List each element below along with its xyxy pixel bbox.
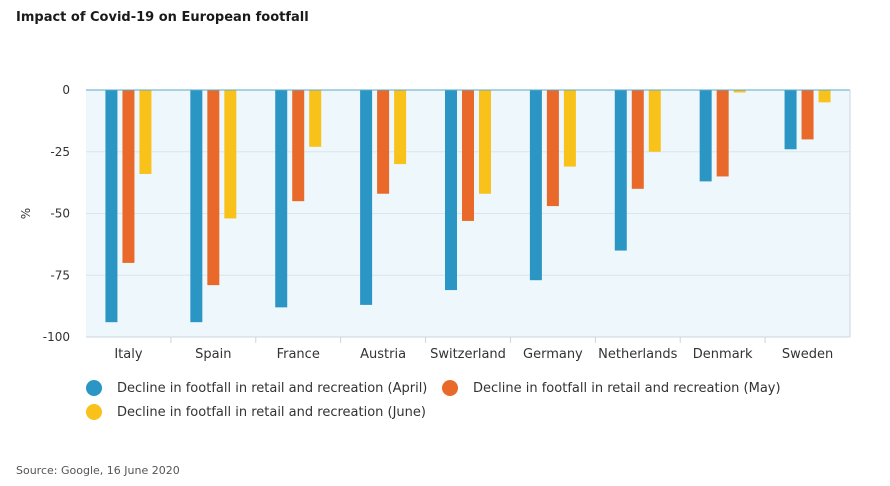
bar-sweden-may [801, 90, 814, 140]
bar-germany-april [529, 90, 542, 281]
bar-austria-june [394, 90, 407, 165]
bar-germany-june [563, 90, 576, 167]
y-tick-label: -100 [43, 330, 70, 344]
x-tick-label: Austria [360, 347, 406, 362]
x-tick-label: Germany [523, 347, 583, 362]
legend-item-april[interactable]: Decline in footfall in retail and recrea… [86, 380, 427, 396]
legend-label-june: Decline in footfall in retail and recrea… [117, 404, 426, 420]
chart-title: Impact of Covid-19 on European footfall [16, 10, 309, 25]
x-tick-label: Spain [195, 347, 231, 362]
legend-swatch-may [442, 380, 458, 396]
bar-italy-may [122, 90, 135, 263]
x-tick-label: Switzerland [430, 347, 506, 362]
bar-austria-april [360, 90, 373, 305]
bar-netherlands-may [631, 90, 644, 189]
bar-germany-may [546, 90, 559, 207]
legend-item-may[interactable]: Decline in footfall in retail and recrea… [442, 380, 781, 396]
bar-italy-april [105, 90, 118, 323]
legend-swatch-june [86, 404, 102, 420]
y-tick-label: -25 [50, 145, 70, 159]
bar-switzerland-june [479, 90, 491, 194]
bar-denmark-june [733, 90, 746, 93]
bar-netherlands-april [614, 90, 627, 251]
bar-denmark-april [699, 90, 712, 182]
bar-switzerland-may [462, 90, 474, 221]
bar-spain-may [207, 90, 220, 286]
y-tick-label: -50 [50, 207, 70, 221]
bar-denmark-may [716, 90, 729, 177]
legend-item-june[interactable]: Decline in footfall in retail and recrea… [86, 404, 426, 420]
legend-label-may: Decline in footfall in retail and recrea… [473, 380, 781, 396]
bar-sweden-april [784, 90, 797, 150]
y-tick-label: 0 [62, 83, 70, 97]
bar-austria-may [377, 90, 390, 194]
bar-chart: 0 -25 -50 -75 -100 Italy Spain France Austria Swi… [19, 83, 851, 362]
x-tick-label: France [277, 347, 320, 362]
bar-spain-april [190, 90, 203, 323]
x-tick-label: Netherlands [598, 347, 677, 362]
bar-sweden-june [818, 90, 831, 103]
bar-netherlands-june [648, 90, 661, 152]
legend-label-april: Decline in footfall in retail and recrea… [117, 380, 428, 396]
bar-switzerland-april [445, 90, 457, 291]
y-axis-label: % [19, 208, 33, 219]
bar-italy-june [139, 90, 152, 174]
y-tick-label: -75 [50, 268, 70, 282]
legend-swatch-april [86, 380, 102, 396]
x-tick-label: Italy [114, 347, 143, 362]
bar-france-june [309, 90, 322, 147]
bar-spain-june [224, 90, 237, 219]
x-tick-label: Denmark [693, 347, 753, 362]
bar-france-april [275, 90, 288, 308]
source-note: Source: Google, 16 June 2020 [16, 464, 180, 477]
x-tick-label: Sweden [782, 347, 833, 362]
bar-france-may [292, 90, 305, 202]
